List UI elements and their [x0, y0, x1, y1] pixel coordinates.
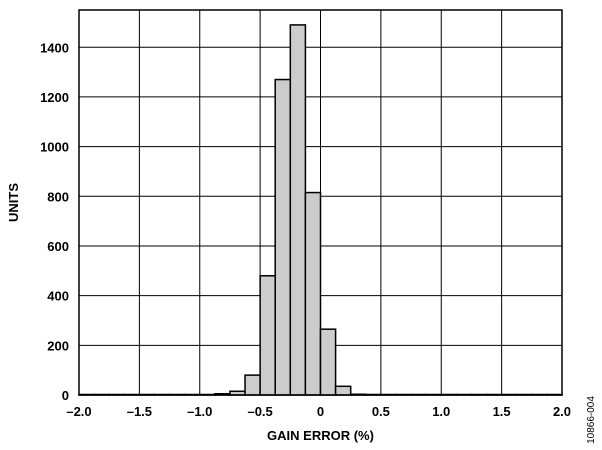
y-tick-label-5: 1000 [40, 140, 69, 155]
bar-15 [304, 191, 322, 396]
y-axis-title: UNITS [6, 183, 21, 222]
x-tick-labels: –2.0 –1.5 –1.0 –0.5 0 0.5 1.0 1.5 2.0 [66, 404, 571, 419]
x-tick-label-5: 0.5 [372, 404, 390, 419]
x-tick-label-1: –1.5 [127, 404, 152, 419]
x-tick-label-2: –1.0 [187, 404, 212, 419]
x-tick-label-4: 0 [317, 404, 324, 419]
x-tick-label-3: –0.5 [247, 404, 272, 419]
y-tick-label-7: 1400 [40, 40, 69, 55]
plot-frame [78, 9, 563, 396]
x-tick-label-8: 2.0 [553, 404, 571, 419]
bar-14 [289, 24, 307, 396]
figure-id: 10866-004 [586, 396, 597, 444]
y-tick-label-3: 600 [47, 239, 69, 254]
y-tick-label-1: 200 [47, 338, 69, 353]
y-tick-labels: 0 200 400 600 800 1000 1200 1400 [40, 40, 69, 403]
bar-11 [244, 374, 261, 396]
x-tick-label-0: –2.0 [66, 404, 91, 419]
x-tick-label-7: 1.5 [493, 404, 511, 419]
y-tick-label-2: 400 [47, 289, 69, 304]
x-axis-title: GAIN ERROR (%) [267, 428, 374, 443]
y-tick-label-6: 1200 [40, 90, 69, 105]
x-tick-label-6: 1.0 [432, 404, 450, 419]
bar-13 [274, 78, 292, 396]
y-tick-label-4: 800 [47, 189, 69, 204]
bar-12 [259, 275, 276, 396]
y-tick-label-0: 0 [62, 388, 69, 403]
bar-17 [334, 385, 352, 396]
bar-16 [319, 328, 337, 396]
